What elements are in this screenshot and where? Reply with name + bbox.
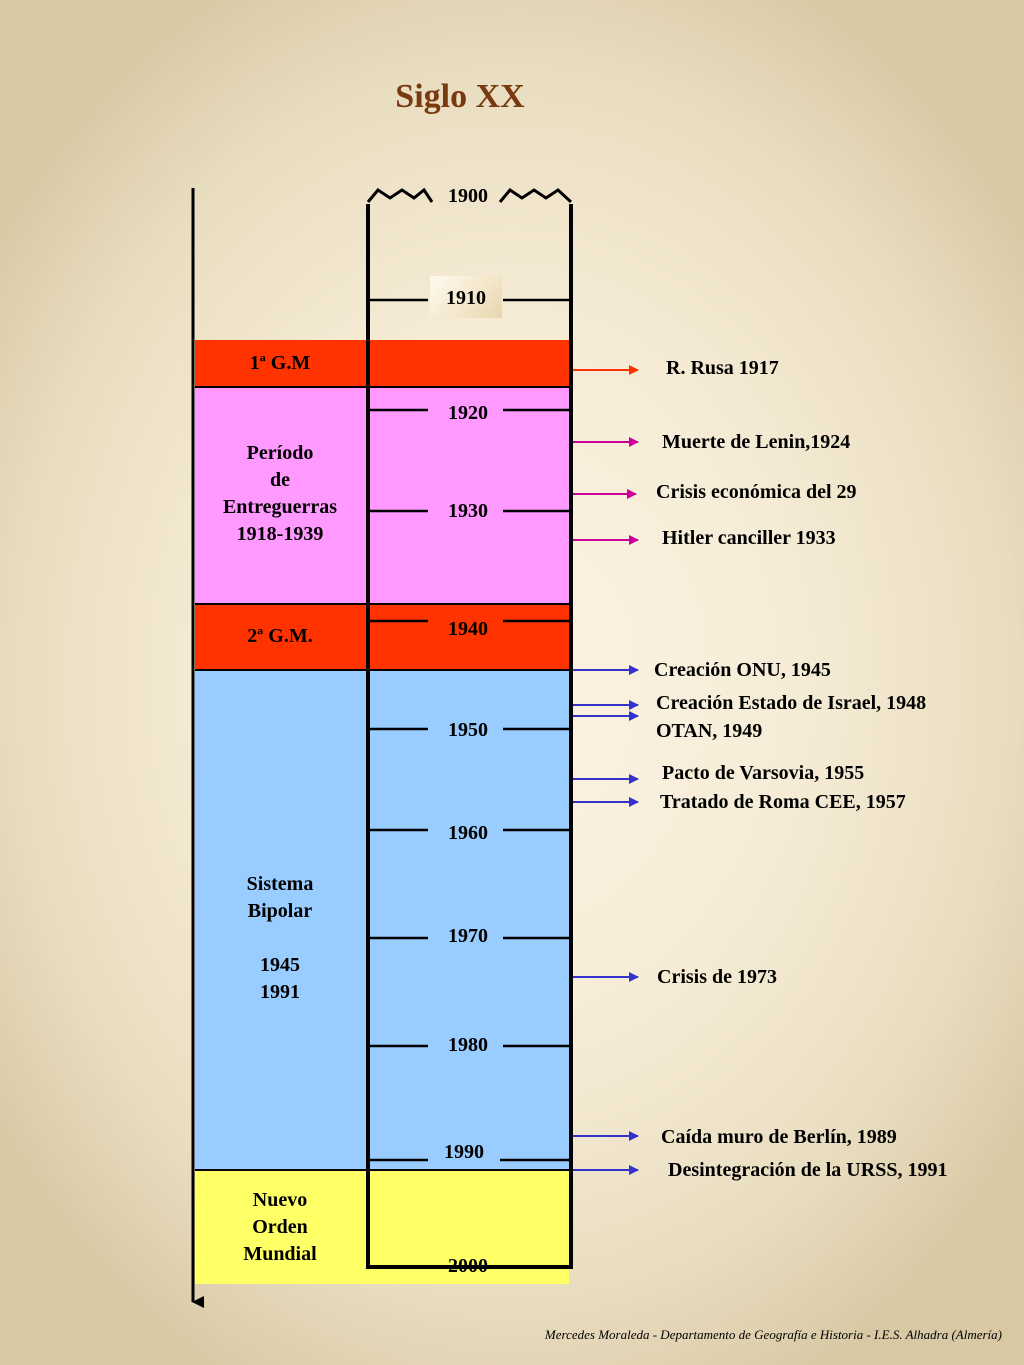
event-muerte-lenin-1924: Muerte de Lenin,1924 (662, 431, 851, 453)
decade-label-2000: 2000 (448, 1255, 488, 1277)
band-divider (195, 386, 569, 388)
decade-label-1960: 1960 (448, 822, 488, 844)
band-divider (195, 1169, 569, 1171)
band-label-nuevo-orden: Nuevo Orden Mundial (243, 1189, 317, 1265)
band-sistema-bipolar (195, 670, 569, 1170)
band-label-entreguerras: Período de Entreguerras 1918-1939 (222, 442, 338, 545)
band-divider (195, 669, 569, 671)
decade-label-1990: 1990 (444, 1141, 484, 1163)
decade-label-1980: 1980 (448, 1034, 488, 1056)
event-hitler-canciller-1933: Hitler canciller 1933 (662, 527, 836, 549)
event-caida-muro-berlin-1989: Caída muro de Berlín, 1989 (661, 1126, 897, 1148)
break-mark-right (498, 188, 573, 204)
decade-label-1950: 1950 (448, 719, 488, 741)
event-crisis-economica-29: Crisis económica del 29 (656, 481, 857, 503)
event-desintegracion-urss-1991: Desintegración de la URSS, 1991 (668, 1159, 948, 1181)
decade-ticks (368, 298, 571, 1162)
decade-label-1940: 1940 (448, 618, 488, 640)
break-mark-left (366, 187, 434, 203)
event-pacto-varsovia-1955: Pacto de Varsovia, 1955 (662, 762, 865, 784)
page-title: Siglo XX (395, 78, 525, 115)
decade-label-1910: 1910 (430, 276, 502, 318)
event-estado-israel-1948: Creación Estado de Israel, 1948 (656, 692, 927, 714)
band-entreguerras (195, 386, 569, 604)
band-segunda-guerra-mundial (195, 604, 569, 670)
event-otan-1949: OTAN, 1949 (656, 720, 763, 742)
event-tratado-roma-1957: Tratado de Roma CEE, 1957 (660, 791, 906, 813)
band-divider (195, 603, 569, 605)
decade-label-1920: 1920 (448, 402, 488, 424)
event-creacion-onu-1945: Creación ONU, 1945 (654, 659, 831, 681)
band-label-gm1: 1ª G.M (249, 352, 311, 374)
event-arrows (573, 365, 639, 1175)
band-label-bipolar: Sistema Bipolar 1945 1991 (246, 873, 314, 1003)
event-crisis-1973: Crisis de 1973 (657, 966, 777, 988)
decade-label-1900: 1900 (448, 185, 488, 207)
event-r-rusa-1917: R. Rusa 1917 (666, 357, 779, 379)
decade-label-1930: 1930 (448, 500, 488, 522)
band-label-gm2: 2ª G.M. (247, 625, 313, 647)
decade-label-1970: 1970 (448, 925, 488, 947)
band-primera-guerra-mundial (195, 340, 569, 386)
author-credit: Mercedes Moraleda - Departamento de Geog… (544, 1327, 1002, 1342)
